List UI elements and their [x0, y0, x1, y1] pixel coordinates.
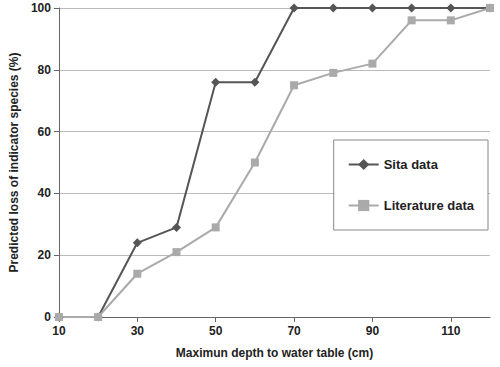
svg-text:100: 100	[31, 1, 51, 15]
svg-text:110: 110	[441, 324, 461, 338]
svg-text:Maximun depth to water table (: Maximun depth to water table (cm)	[176, 346, 373, 360]
svg-text:40: 40	[38, 186, 52, 200]
svg-text:Predicted loss of indicator sp: Predicted loss of indicator species (%)	[7, 52, 21, 272]
svg-text:50: 50	[209, 324, 223, 338]
svg-text:60: 60	[38, 125, 52, 139]
svg-text:80: 80	[38, 63, 52, 77]
svg-text:10: 10	[52, 324, 66, 338]
svg-text:Sita data: Sita data	[384, 157, 439, 172]
svg-text:30: 30	[131, 324, 145, 338]
svg-text:Literature data: Literature data	[384, 198, 475, 213]
svg-text:0: 0	[44, 310, 51, 324]
svg-text:90: 90	[366, 324, 380, 338]
svg-text:70: 70	[287, 324, 301, 338]
svg-text:20: 20	[38, 248, 52, 262]
